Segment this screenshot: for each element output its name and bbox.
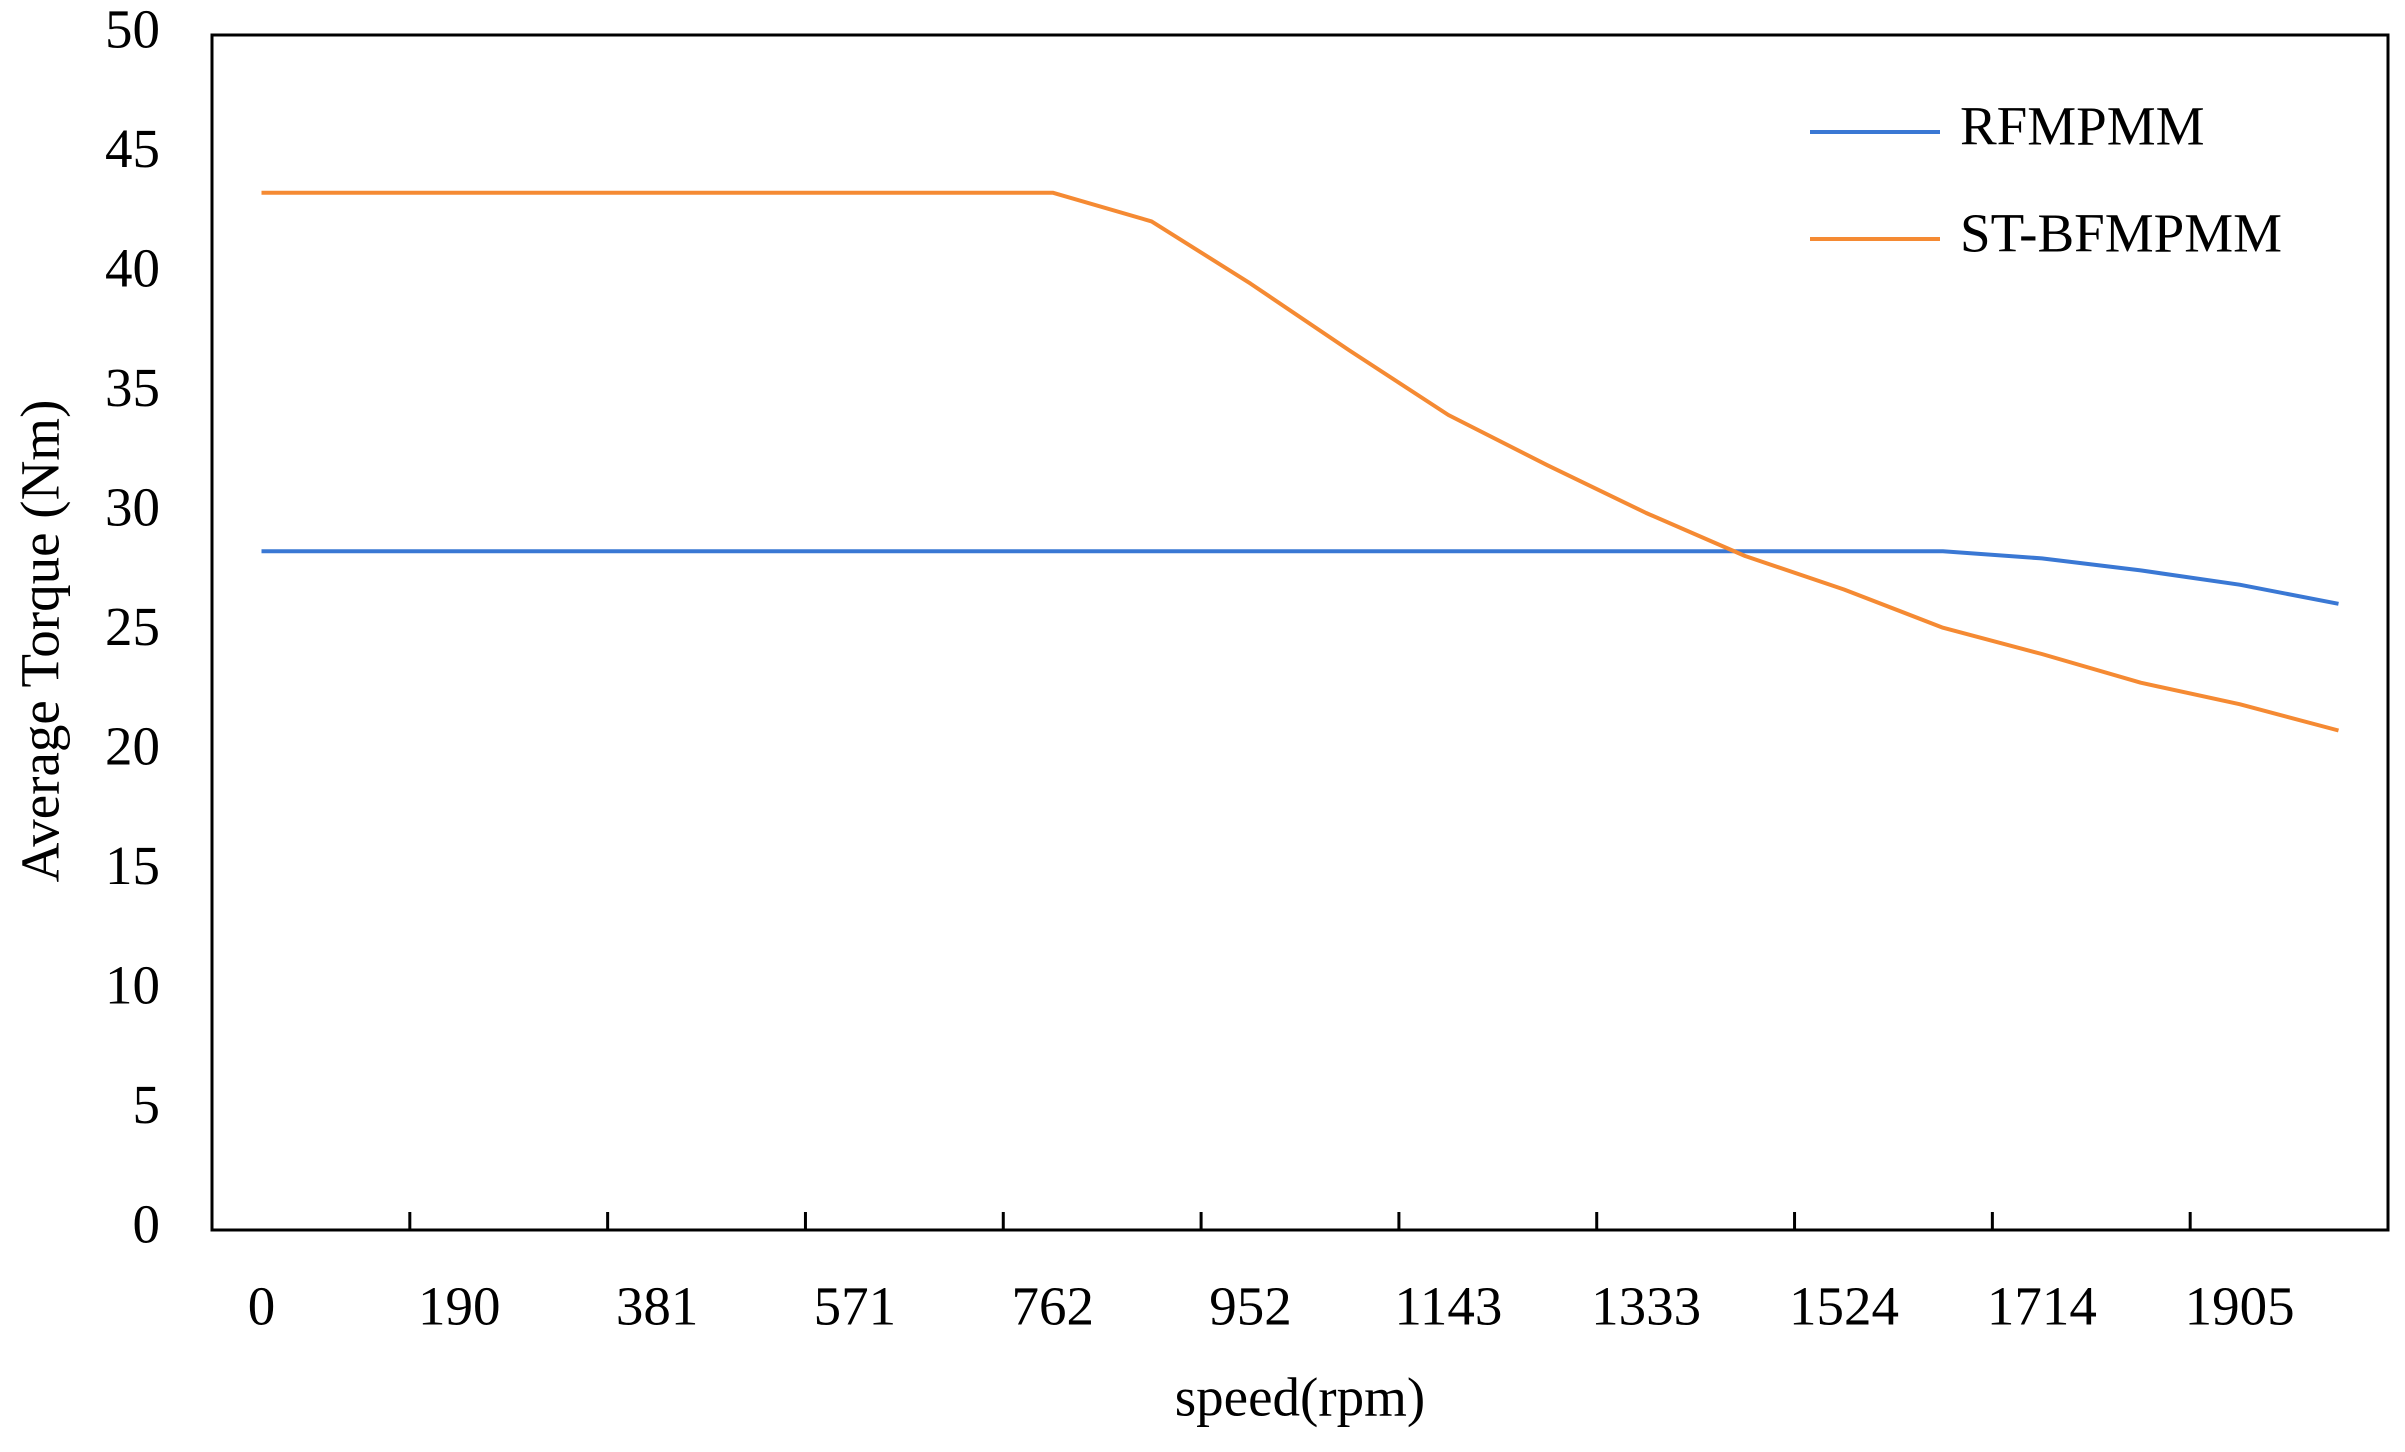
y-tick-label: 0 (133, 1194, 161, 1255)
x-tick-label: 1333 (1591, 1276, 1701, 1337)
y-axis-label: Average Torque (Nm) (10, 400, 71, 883)
x-tick-label: 1524 (1789, 1276, 1899, 1337)
x-tick-label: 762 (1011, 1276, 1094, 1337)
legend-label: RFMPMM (1960, 96, 2205, 157)
y-tick-label: 30 (105, 477, 160, 538)
x-tick-label: 0 (248, 1276, 276, 1337)
x-axis-label: speed(rpm) (1175, 1367, 1425, 1428)
y-tick-label: 20 (105, 716, 160, 777)
x-tick-label: 952 (1209, 1276, 1292, 1337)
x-tick-label: 381 (616, 1276, 699, 1337)
y-tick-label: 10 (105, 955, 160, 1016)
x-tick-label: 1714 (1987, 1276, 2097, 1337)
y-tick-label: 40 (105, 238, 160, 299)
y-tick-label: 15 (105, 835, 160, 896)
x-tick-label: 1905 (2185, 1276, 2295, 1337)
x-tick-label: 1143 (1394, 1276, 1502, 1337)
series-line (261, 549, 2339, 606)
x-tick-label: 190 (418, 1276, 501, 1337)
x-tick-label: 571 (814, 1276, 897, 1337)
y-tick-label: 35 (105, 357, 160, 418)
y-tick-label: 5 (133, 1074, 161, 1135)
plot-frame (210, 33, 2390, 1232)
series-line (261, 190, 2340, 733)
y-tick-label: 45 (105, 118, 160, 179)
y-tick-label: 25 (105, 596, 160, 657)
y-tick-label: 50 (105, 0, 160, 60)
legend-label: ST-BFMPMM (1960, 203, 2282, 264)
